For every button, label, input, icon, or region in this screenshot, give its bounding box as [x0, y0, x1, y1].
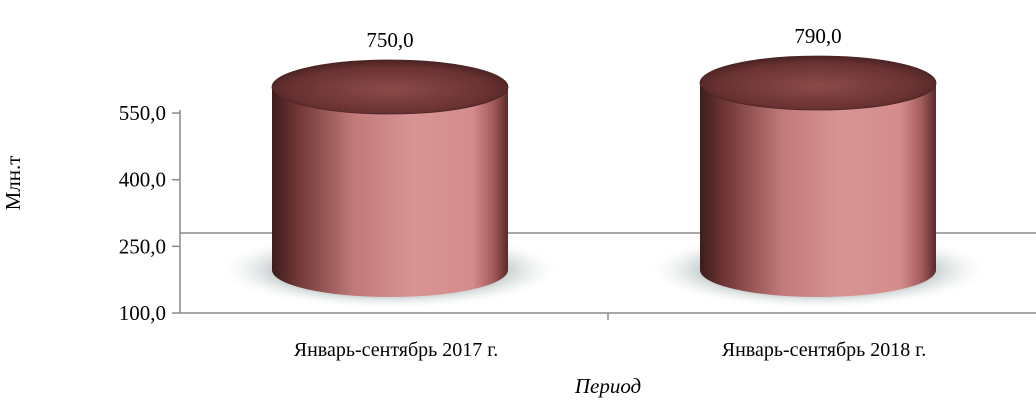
category-label: Январь-сентябрь 2018 г. [722, 339, 927, 361]
data-label: 750,0 [366, 28, 413, 52]
bar-cylinder-top [271, 59, 509, 115]
data-labels: 750,0 790,0 [366, 24, 841, 52]
category-label: Январь-сентябрь 2017 г. [294, 339, 499, 361]
bar-cylinder-body [700, 83, 936, 297]
y-tick-label: 100,0 [119, 301, 166, 325]
y-tick-label: 400,0 [119, 168, 166, 192]
y-axis-title: Млн.т [1, 156, 25, 211]
bar-cylinder-top [699, 55, 937, 111]
data-label: 790,0 [794, 24, 841, 48]
y-tick-label: 550,0 [119, 101, 166, 125]
x-axis-title: Период [574, 374, 641, 398]
bar-cylinder-body [272, 87, 508, 297]
y-tick-label: 250,0 [119, 234, 166, 258]
y-ticks: 100,0 250,0 400,0 550,0 [119, 101, 180, 325]
bars [271, 55, 937, 297]
category-labels: Январь-сентябрь 2017 г. Январь-сентябрь 2… [294, 339, 927, 361]
